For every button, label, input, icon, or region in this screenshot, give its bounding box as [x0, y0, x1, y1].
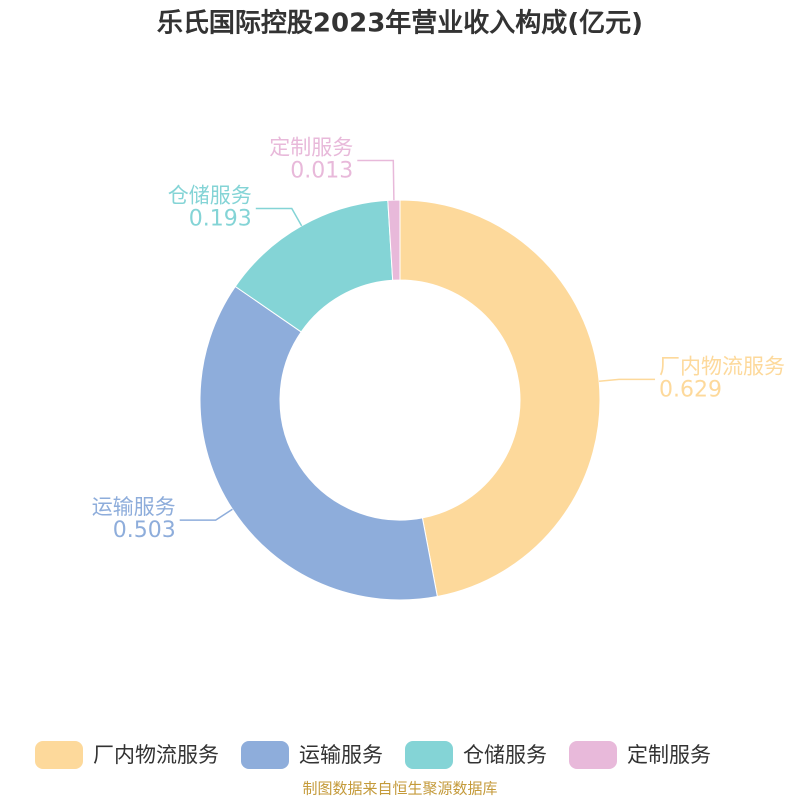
leader-line — [357, 159, 395, 201]
slice-label: 厂内物流服务 — [659, 354, 785, 378]
legend-swatch — [569, 741, 617, 769]
legend-label: 仓储服务 — [463, 743, 547, 767]
value-label: 0.503 — [113, 518, 176, 543]
chart-title: 乐氏国际控股2023年营业收入构成(亿元) — [157, 8, 643, 39]
legend-swatch — [35, 741, 83, 769]
legend-swatch — [241, 741, 289, 769]
value-label: 0.629 — [659, 377, 722, 402]
leader-line — [255, 207, 303, 227]
legend-label: 厂内物流服务 — [93, 743, 219, 767]
slice-label: 运输服务 — [92, 495, 176, 519]
value-label: 0.193 — [189, 206, 252, 231]
legend-label: 运输服务 — [299, 743, 383, 767]
leader-line — [599, 378, 656, 382]
value-label: 0.013 — [290, 158, 353, 183]
legend-swatch — [405, 741, 453, 769]
slice-label: 仓储服务 — [168, 183, 252, 207]
slice-label: 定制服务 — [269, 135, 353, 159]
source-note: 制图数据来自恒生聚源数据库 — [302, 780, 497, 798]
legend-label: 定制服务 — [627, 743, 711, 767]
donut-slice — [387, 199, 401, 281]
donut-slice — [199, 285, 438, 601]
donut-slice — [399, 199, 601, 598]
leader-line — [179, 508, 233, 521]
